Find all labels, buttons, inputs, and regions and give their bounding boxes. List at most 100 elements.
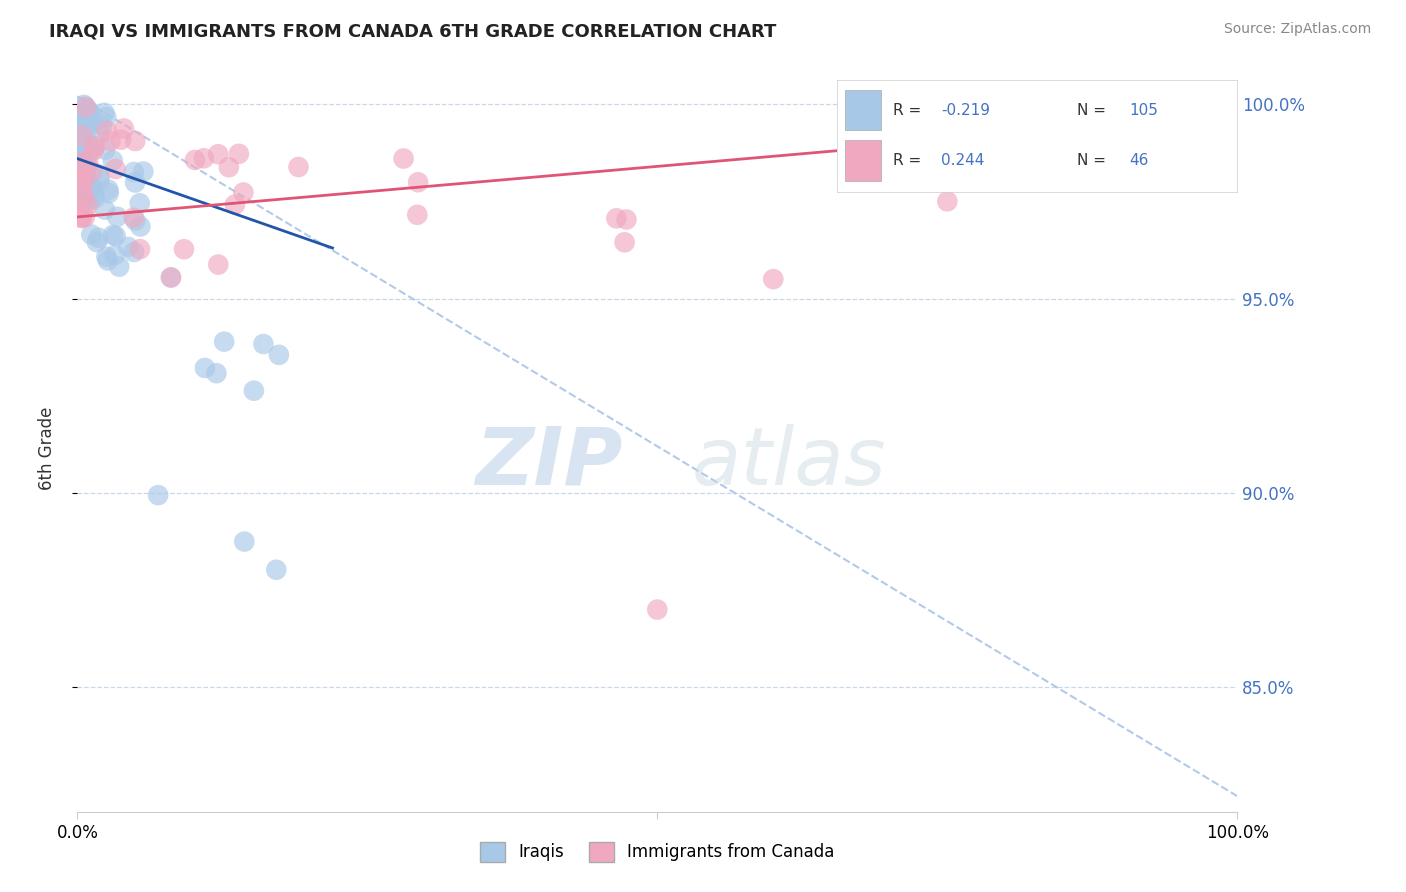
Point bbox=[75, 100, 97, 114]
Point bbox=[252, 337, 274, 351]
Point bbox=[129, 219, 152, 234]
Point bbox=[75, 167, 97, 181]
Point bbox=[73, 150, 96, 164]
Point bbox=[83, 191, 105, 205]
Point bbox=[267, 348, 290, 362]
Point bbox=[93, 106, 115, 120]
Point bbox=[72, 128, 94, 143]
Point bbox=[69, 175, 91, 189]
Point bbox=[112, 121, 135, 136]
Point bbox=[132, 164, 155, 178]
Point bbox=[101, 227, 124, 242]
Point bbox=[207, 147, 229, 161]
Point bbox=[67, 113, 90, 128]
Point bbox=[82, 182, 104, 196]
Point bbox=[108, 260, 131, 274]
Point bbox=[69, 136, 91, 150]
Point bbox=[77, 194, 100, 208]
Point bbox=[76, 175, 98, 189]
Point bbox=[67, 130, 90, 145]
Point bbox=[124, 213, 146, 227]
Point bbox=[79, 144, 101, 158]
Point bbox=[79, 106, 101, 120]
Point bbox=[406, 208, 429, 222]
Point bbox=[69, 192, 91, 206]
Point bbox=[91, 119, 114, 133]
Point bbox=[72, 112, 94, 127]
Point bbox=[73, 189, 96, 203]
Point bbox=[72, 152, 94, 166]
Point bbox=[70, 172, 93, 186]
Point bbox=[80, 227, 103, 242]
Point bbox=[73, 98, 96, 112]
Point bbox=[67, 111, 90, 125]
Point bbox=[67, 194, 90, 208]
Point bbox=[77, 192, 100, 206]
Point bbox=[122, 165, 145, 179]
Point bbox=[72, 179, 94, 194]
Point bbox=[104, 229, 127, 244]
Point bbox=[69, 181, 91, 195]
Point bbox=[122, 244, 145, 259]
Point bbox=[72, 144, 94, 158]
Point bbox=[87, 231, 110, 245]
Point bbox=[96, 124, 118, 138]
Point bbox=[69, 168, 91, 182]
Point bbox=[80, 114, 103, 128]
Point bbox=[89, 172, 111, 186]
Point bbox=[146, 488, 169, 502]
Point bbox=[72, 177, 94, 191]
Point bbox=[100, 134, 122, 148]
Point bbox=[194, 360, 217, 375]
Point bbox=[77, 135, 100, 149]
Point bbox=[647, 602, 669, 616]
Point bbox=[73, 109, 96, 123]
Point bbox=[67, 123, 90, 137]
Point bbox=[72, 120, 94, 135]
Point bbox=[83, 187, 105, 202]
Point bbox=[89, 168, 111, 182]
Point bbox=[613, 235, 636, 250]
Point bbox=[124, 134, 146, 148]
Text: IRAQI VS IMMIGRANTS FROM CANADA 6TH GRADE CORRELATION CHART: IRAQI VS IMMIGRANTS FROM CANADA 6TH GRAD… bbox=[49, 22, 776, 40]
Point bbox=[69, 153, 91, 168]
Point bbox=[86, 235, 108, 249]
Point bbox=[83, 141, 105, 155]
Point bbox=[73, 100, 96, 114]
Point bbox=[616, 212, 638, 227]
Point bbox=[72, 162, 94, 177]
Point bbox=[117, 240, 139, 254]
Point bbox=[70, 188, 93, 202]
Point bbox=[73, 191, 96, 205]
Text: 0.244: 0.244 bbox=[941, 153, 984, 168]
Point bbox=[69, 191, 91, 205]
Point bbox=[205, 366, 228, 380]
Point bbox=[218, 160, 240, 174]
Legend: Iraqis, Immigrants from Canada: Iraqis, Immigrants from Canada bbox=[474, 835, 841, 869]
Point bbox=[67, 155, 90, 169]
Point bbox=[184, 153, 207, 167]
Point bbox=[101, 153, 124, 168]
Point bbox=[70, 194, 93, 208]
Point bbox=[159, 270, 181, 285]
Text: 105: 105 bbox=[1129, 103, 1159, 118]
Point bbox=[70, 211, 93, 225]
Point bbox=[96, 250, 118, 264]
Text: R =: R = bbox=[893, 103, 925, 118]
Point bbox=[73, 211, 96, 225]
Point bbox=[97, 183, 120, 197]
Point bbox=[72, 178, 94, 192]
Bar bbox=[845, 140, 880, 180]
Point bbox=[69, 117, 91, 131]
Point bbox=[762, 272, 785, 286]
Point bbox=[110, 133, 132, 147]
Point bbox=[160, 270, 183, 285]
Point bbox=[67, 178, 90, 192]
Bar bbox=[845, 90, 880, 130]
Text: -0.219: -0.219 bbox=[941, 103, 990, 118]
Point bbox=[70, 211, 93, 225]
Text: R =: R = bbox=[893, 153, 925, 168]
Point bbox=[94, 143, 117, 157]
Point bbox=[67, 159, 90, 173]
Point bbox=[67, 202, 90, 217]
